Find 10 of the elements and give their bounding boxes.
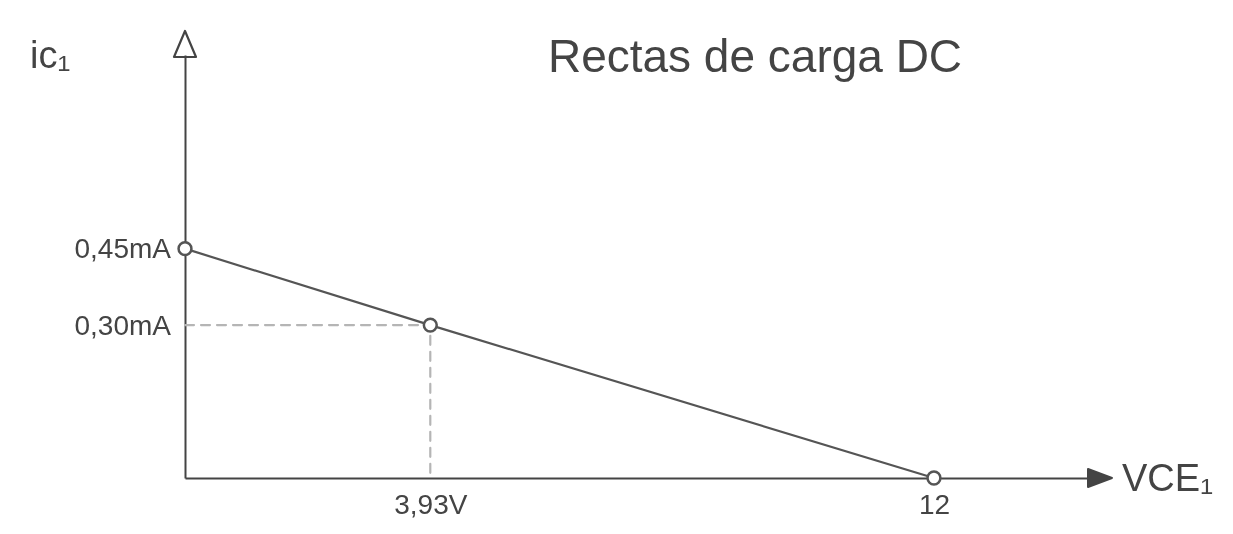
x-tick-label: 3,93V — [394, 488, 468, 520]
x-tick-label: 12 — [918, 488, 951, 520]
y-axis-title: ic₁ — [30, 34, 71, 76]
point — [177, 240, 193, 257]
y-tick-label: 0,45mA — [74, 233, 172, 265]
point — [926, 470, 942, 486]
chart-title: Rectas de carga DC — [547, 30, 963, 82]
y-tick-label: 0,30mA — [74, 309, 172, 341]
x-axis-title: VCE₁ — [1122, 457, 1213, 499]
point — [422, 317, 438, 333]
